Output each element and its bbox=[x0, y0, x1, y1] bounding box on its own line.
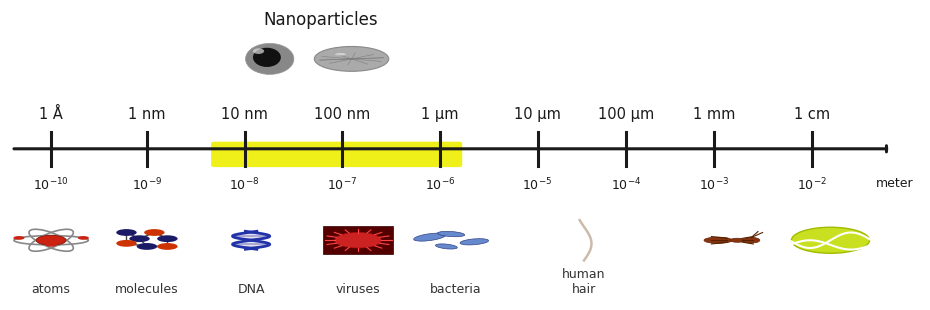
Ellipse shape bbox=[414, 233, 445, 241]
FancyBboxPatch shape bbox=[211, 142, 462, 167]
Text: atoms: atoms bbox=[32, 283, 71, 296]
Text: 1 Å: 1 Å bbox=[39, 108, 63, 122]
Text: $10^{-10}$: $10^{-10}$ bbox=[33, 177, 69, 193]
Ellipse shape bbox=[460, 239, 488, 245]
Circle shape bbox=[13, 236, 24, 240]
Ellipse shape bbox=[435, 244, 458, 249]
Text: $10^{-5}$: $10^{-5}$ bbox=[523, 177, 552, 193]
FancyBboxPatch shape bbox=[323, 226, 393, 254]
Text: molecules: molecules bbox=[115, 283, 179, 296]
Ellipse shape bbox=[246, 43, 294, 74]
Circle shape bbox=[137, 243, 157, 250]
Ellipse shape bbox=[335, 53, 346, 55]
Text: $10^{-3}$: $10^{-3}$ bbox=[699, 177, 729, 193]
Text: $10^{-2}$: $10^{-2}$ bbox=[797, 177, 827, 193]
Circle shape bbox=[791, 227, 870, 253]
Circle shape bbox=[314, 46, 389, 71]
Circle shape bbox=[144, 229, 165, 236]
Ellipse shape bbox=[730, 238, 745, 242]
Text: DNA: DNA bbox=[237, 283, 265, 296]
Text: $10^{-7}$: $10^{-7}$ bbox=[327, 177, 357, 193]
Text: 10 μm: 10 μm bbox=[514, 108, 561, 122]
Text: meter: meter bbox=[876, 177, 913, 190]
Text: viruses: viruses bbox=[336, 283, 380, 296]
Circle shape bbox=[129, 235, 150, 242]
Text: $10^{-9}$: $10^{-9}$ bbox=[132, 177, 162, 193]
Circle shape bbox=[78, 236, 89, 240]
Text: 1 cm: 1 cm bbox=[794, 108, 830, 122]
Ellipse shape bbox=[253, 48, 281, 67]
Circle shape bbox=[116, 240, 137, 247]
Text: human
hair: human hair bbox=[563, 268, 605, 296]
Text: bacteria: bacteria bbox=[430, 283, 482, 296]
Text: $10^{-6}$: $10^{-6}$ bbox=[425, 177, 455, 193]
Text: 100 μm: 100 μm bbox=[598, 108, 654, 122]
Text: 1 mm: 1 mm bbox=[693, 108, 736, 122]
Circle shape bbox=[36, 235, 66, 245]
Circle shape bbox=[116, 229, 137, 236]
Text: 1 nm: 1 nm bbox=[128, 108, 166, 122]
Text: Nanoparticles: Nanoparticles bbox=[263, 11, 379, 29]
Ellipse shape bbox=[437, 231, 465, 237]
Ellipse shape bbox=[253, 48, 264, 54]
Circle shape bbox=[335, 232, 381, 248]
Circle shape bbox=[157, 243, 178, 250]
Text: $10^{-4}$: $10^{-4}$ bbox=[611, 177, 641, 193]
Ellipse shape bbox=[704, 237, 732, 243]
Circle shape bbox=[743, 237, 760, 243]
Circle shape bbox=[157, 235, 178, 242]
Circle shape bbox=[46, 243, 57, 247]
Text: $10^{-8}$: $10^{-8}$ bbox=[230, 177, 259, 193]
Text: 100 nm: 100 nm bbox=[314, 108, 370, 122]
Text: 1 μm: 1 μm bbox=[421, 108, 458, 122]
Text: 10 nm: 10 nm bbox=[221, 108, 268, 122]
